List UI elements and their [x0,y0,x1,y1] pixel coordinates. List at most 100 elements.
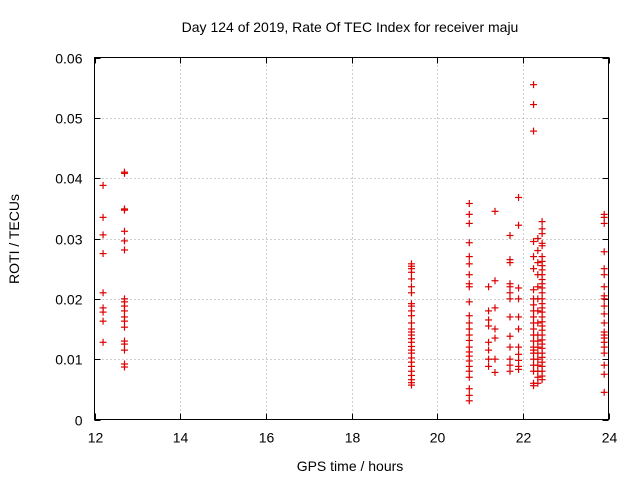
data-point [465,312,473,320]
data-point [600,388,608,396]
y-tick-label: 0.04 [55,171,82,187]
data-point [538,230,546,238]
data-point [534,373,542,381]
data-point [465,253,473,261]
data-point [534,379,542,387]
data-point [600,219,608,227]
chart-title: Day 124 of 2019, Rate Of TEC Index for r… [182,19,519,35]
data-point [506,343,514,351]
data-point [534,319,542,327]
x-tick-label: 16 [259,430,275,446]
data-point [485,307,493,315]
data-point [600,265,608,273]
data-point [465,200,473,208]
data-point [506,313,514,321]
data-point [120,346,128,354]
data-point [506,367,514,375]
x-tick-labels: 12 14 16 18 20 22 24 [88,430,618,446]
data-point [538,242,546,250]
data-point [465,271,473,279]
data-point [485,355,493,363]
data-point [120,237,128,245]
y-tick-label: 0.03 [55,232,82,248]
y-tick-labels: 0 0.01 0.02 0.03 0.04 0.05 0.06 [55,51,82,429]
data-point [120,227,128,235]
data-point [530,101,538,109]
data-point [600,343,608,351]
data-point [600,349,608,357]
data-point [99,308,107,316]
data-point [465,239,473,247]
data-point [600,248,608,256]
data-point [506,289,514,297]
data-point [491,368,499,376]
data-point [530,313,538,321]
data-point [515,221,523,229]
data-point [600,283,608,291]
data-point [600,295,608,303]
data-point [530,81,538,89]
data-point [515,313,523,321]
data-point [120,307,128,315]
data-point [600,213,608,221]
data-point [534,247,542,255]
data-point [491,355,499,363]
data-point [99,213,107,221]
x-tick-label: 22 [516,430,532,446]
data-point [506,361,514,369]
data-point [465,298,473,306]
x-tick-label: 20 [430,430,446,446]
data-point [491,304,499,312]
data-point [99,289,107,297]
y-tick-label: 0.06 [55,51,82,67]
data-point [465,260,473,268]
data-point [538,218,546,226]
data-point [120,169,128,177]
data-point [485,316,493,324]
data-point [506,283,514,291]
data-point [120,340,128,348]
data-point [485,322,493,330]
grid-lines [94,57,609,420]
y-tick-label: 0 [75,413,83,429]
data-point [407,283,415,291]
data-point [534,283,542,291]
data-point [465,385,473,393]
data-points [99,81,608,405]
data-point [465,283,473,291]
data-point [407,289,415,297]
data-point [515,295,523,303]
data-point [515,193,523,201]
data-point [120,323,128,331]
data-point [534,235,542,242]
data-point [506,259,514,267]
data-point [530,238,538,246]
data-point [120,363,128,371]
data-point [120,246,128,254]
data-point [120,317,128,325]
data-point [530,253,538,261]
data-point [491,325,499,333]
y-tick-label: 0.05 [55,111,82,127]
x-tick-label: 12 [88,430,104,446]
data-point [485,346,493,354]
data-point [506,295,514,303]
data-point [515,365,523,373]
data-point [407,268,415,276]
data-point [99,231,107,239]
data-point [534,259,542,267]
data-point [465,325,473,333]
x-tick-label: 24 [602,430,618,446]
data-point [491,334,499,342]
data-point [600,302,608,310]
data-point [600,271,608,279]
y-tick-label: 0.01 [55,352,82,368]
data-point [515,356,523,364]
data-point [506,231,514,239]
data-point [534,307,542,315]
data-point [485,338,493,346]
data-point [465,210,473,218]
y-tick-label: 0.02 [55,292,82,308]
data-point [530,382,538,390]
data-point [485,362,493,370]
